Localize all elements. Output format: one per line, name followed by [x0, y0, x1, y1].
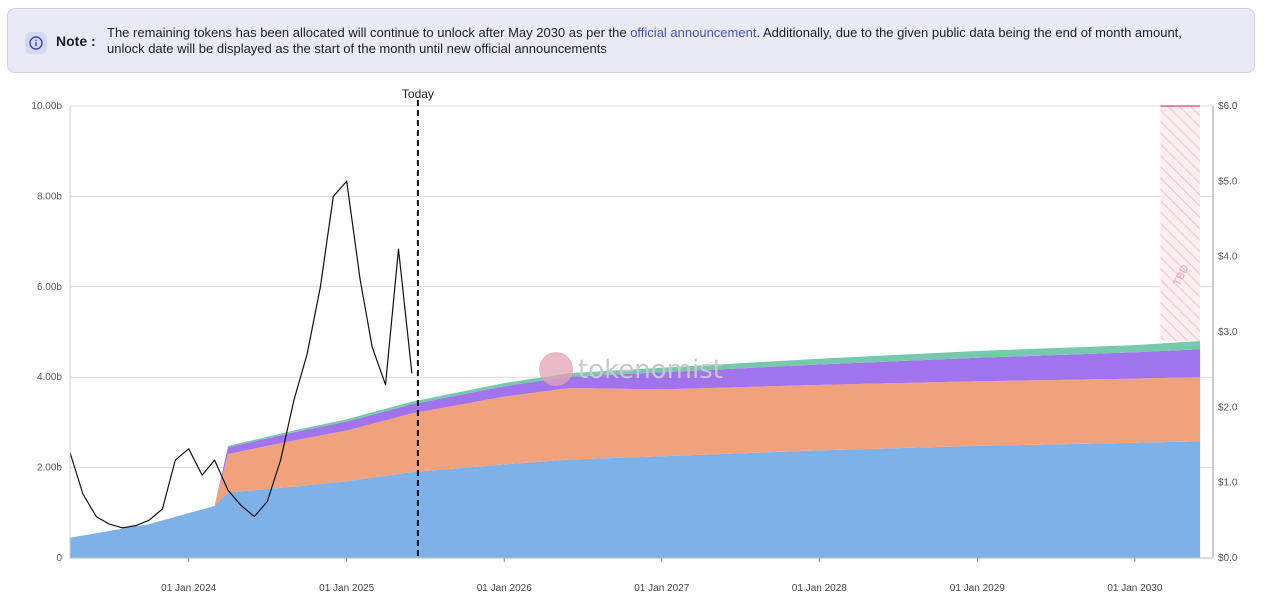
y-right-tick-label: $1.0 [1218, 478, 1238, 489]
official-announcement-link[interactable]: official announcement [630, 25, 757, 40]
y-left-tick-label: 6.00b [37, 282, 62, 293]
note-title: Note : [56, 33, 96, 49]
y-left-tick-label: 8.00b [37, 191, 62, 202]
area-orange [70, 377, 1201, 538]
tbd-block [1160, 106, 1201, 342]
watermark-text: tokenomist [578, 355, 723, 385]
x-tick-label: 01 Jan 2027 [634, 583, 689, 594]
x-tick-label: 01 Jan 2025 [319, 583, 374, 594]
note-banner: Note : The remaining tokens has been all… [7, 8, 1255, 73]
y-left-tick-label: 4.00b [37, 372, 62, 383]
y-right-tick-label: $5.0 [1218, 176, 1238, 187]
x-tick-label: 01 Jan 2030 [1107, 583, 1162, 594]
x-tick-label: 01 Jan 2024 [161, 583, 216, 594]
y-left-tick-label: 2.00b [37, 463, 62, 474]
today-label: Today [402, 87, 434, 101]
x-tick-label: 01 Jan 2029 [950, 583, 1005, 594]
y-right-tick-label: $2.0 [1218, 402, 1238, 413]
price-line [69, 180, 413, 529]
unlock-chart: 0 2.00b 4.00b 6.00b 8.00b 10.00b $0.0 $1.0 $2.0 $… [31, 87, 1238, 594]
note-text-before: The remaining tokens has been allocated … [107, 25, 631, 40]
tokenomist-logo-icon [539, 352, 573, 386]
note-text: The remaining tokens has been allocated … [107, 25, 1217, 57]
y-left-tick-label: 0 [56, 553, 62, 564]
x-tick-label: 01 Jan 2028 [792, 583, 847, 594]
area-purple [70, 349, 1201, 538]
y-right-tick-label: $0.0 [1218, 553, 1238, 564]
y-right-tick-label: $6.0 [1218, 101, 1238, 112]
y-right-tick-label: $3.0 [1218, 327, 1238, 338]
area-blue [70, 441, 1201, 558]
info-icon [25, 32, 47, 54]
y-right-tick-label: $4.0 [1218, 252, 1238, 263]
note-text-after: . Additionally, due to the given public … [107, 25, 1182, 56]
y-left-tick-label: 10.00b [31, 101, 62, 112]
x-tick-label: 01 Jan 2026 [477, 583, 532, 594]
